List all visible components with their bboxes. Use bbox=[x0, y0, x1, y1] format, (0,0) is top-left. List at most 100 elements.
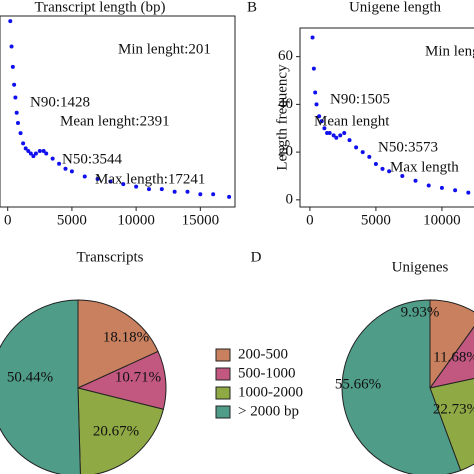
point bbox=[44, 151, 49, 156]
plot-frame bbox=[0, 15, 236, 208]
slice-label: 9.93% bbox=[401, 304, 440, 320]
point bbox=[121, 182, 126, 187]
pie-slice bbox=[77, 299, 159, 389]
point bbox=[317, 114, 322, 119]
point bbox=[313, 90, 318, 95]
plot-frame bbox=[299, 27, 474, 208]
point bbox=[23, 146, 28, 151]
point bbox=[327, 131, 332, 136]
legend-label: 500-1000 bbox=[238, 365, 296, 381]
slice-label: 11.68% bbox=[433, 349, 474, 365]
annotation: Max length:17241 bbox=[95, 171, 205, 187]
point bbox=[334, 135, 339, 140]
legend-swatch bbox=[215, 405, 231, 419]
point bbox=[9, 44, 14, 49]
chart-title: Transcripts bbox=[77, 249, 144, 265]
pie-slice bbox=[341, 299, 462, 474]
legend-label: > 2000 bp bbox=[238, 403, 299, 419]
annotation: N90:1428 bbox=[30, 94, 90, 110]
point bbox=[108, 179, 113, 184]
x-tick-label: 5000 bbox=[361, 212, 391, 228]
slice-label: 22.73% bbox=[433, 401, 474, 417]
slice-label: 18.18% bbox=[103, 329, 149, 345]
annotation: N50:3573 bbox=[378, 139, 438, 155]
point bbox=[319, 119, 324, 124]
point bbox=[41, 148, 46, 153]
legend-label: 1000-2000 bbox=[238, 384, 303, 400]
point bbox=[380, 166, 385, 171]
point bbox=[12, 82, 17, 87]
point bbox=[26, 148, 31, 153]
legend-swatch bbox=[215, 367, 231, 381]
point bbox=[331, 133, 336, 138]
point bbox=[13, 95, 18, 100]
slice-label: 10.71% bbox=[115, 369, 161, 385]
point bbox=[33, 151, 38, 156]
point bbox=[400, 173, 405, 178]
point bbox=[146, 187, 151, 192]
point bbox=[18, 131, 23, 136]
annotation: Mean lenght:2391 bbox=[60, 113, 170, 129]
y-tick-label: 60 bbox=[278, 48, 293, 64]
point bbox=[10, 64, 15, 69]
panel-letter: D bbox=[251, 249, 262, 265]
point bbox=[15, 120, 20, 125]
point bbox=[31, 154, 36, 159]
annotation: N50:3544 bbox=[62, 151, 123, 167]
point bbox=[310, 35, 315, 40]
point bbox=[37, 148, 42, 153]
x-tick-label: 0 bbox=[306, 212, 314, 228]
point bbox=[354, 145, 359, 150]
point bbox=[8, 19, 13, 24]
point bbox=[338, 133, 343, 138]
point bbox=[82, 174, 87, 179]
x-tick-label: 15000 bbox=[182, 212, 220, 228]
x-tick-label: 10000 bbox=[423, 212, 461, 228]
y-tick-label: 20 bbox=[278, 144, 293, 160]
x-tick-label: 0 bbox=[4, 212, 12, 228]
point bbox=[198, 192, 203, 197]
point bbox=[185, 189, 190, 194]
point bbox=[28, 151, 33, 156]
panel-letter: B bbox=[247, 0, 257, 15]
point bbox=[63, 166, 68, 171]
point bbox=[159, 187, 164, 192]
point bbox=[57, 161, 62, 166]
chart-title: Transcript length (bp) bbox=[34, 0, 165, 15]
x-tick-label: 10000 bbox=[117, 212, 155, 228]
point bbox=[50, 156, 55, 161]
point bbox=[21, 141, 26, 146]
point bbox=[347, 138, 352, 143]
y-tick-label: 0 bbox=[286, 191, 294, 207]
annotation: Mean lenght bbox=[314, 113, 390, 129]
point bbox=[95, 176, 100, 181]
point bbox=[211, 192, 216, 197]
y-tick-label: 40 bbox=[278, 96, 293, 112]
annotation: Min lenght bbox=[425, 43, 474, 59]
annotation: Min lenght:201 bbox=[118, 41, 211, 57]
slice-label: 55.66% bbox=[335, 376, 381, 392]
annotation: N90:1505 bbox=[330, 91, 390, 107]
point bbox=[134, 184, 139, 189]
slice-label: 50.44% bbox=[7, 369, 53, 385]
point bbox=[69, 169, 74, 174]
point bbox=[342, 131, 347, 136]
point bbox=[14, 110, 19, 115]
point bbox=[373, 162, 378, 167]
pie-slice bbox=[429, 377, 474, 472]
chart-title: Unigene length bbox=[349, 0, 442, 15]
point bbox=[311, 66, 316, 71]
point bbox=[439, 185, 444, 190]
point bbox=[322, 126, 327, 131]
point bbox=[426, 183, 431, 188]
point bbox=[453, 188, 458, 193]
point bbox=[466, 190, 471, 195]
x-tick-label: 5000 bbox=[57, 212, 87, 228]
legend-label: 200-500 bbox=[238, 346, 288, 362]
point bbox=[387, 169, 392, 174]
y-axis-label: Length frequency bbox=[274, 64, 290, 171]
legend-swatch bbox=[215, 386, 231, 400]
pie-slice bbox=[77, 387, 164, 474]
slice-label: 20.67% bbox=[93, 423, 139, 439]
